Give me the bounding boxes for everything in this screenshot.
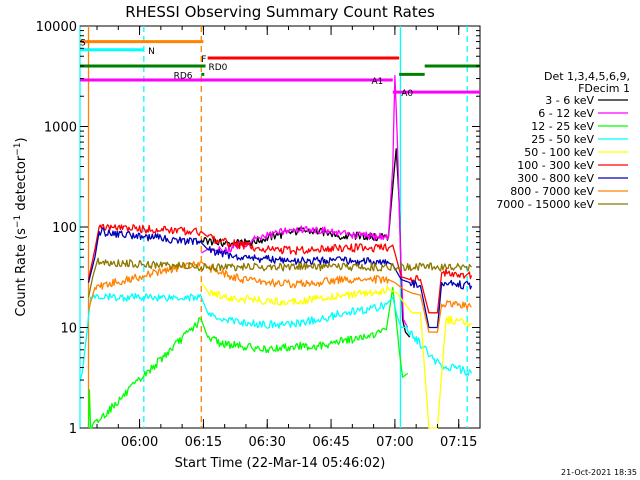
series-lines: [79, 75, 473, 429]
series-line: [87, 224, 473, 314]
legend-header: FDecim 1: [578, 82, 630, 95]
axes: 1 10 100 1000 10000 06:00 06:15 06:30 06:45 07:00…: [36, 20, 481, 450]
x-axis-label: Start Time (22-Mar-14 05:46:02): [175, 456, 386, 471]
legend-label: 12 - 25 keV: [531, 120, 594, 133]
legend-label: 6 - 12 keV: [538, 107, 594, 120]
state-bar-label: RD6: [174, 71, 193, 81]
series-line: [200, 75, 409, 328]
x-tick-label: 07:15: [440, 435, 477, 450]
state-bar-label: S: [80, 39, 86, 49]
series-line: [200, 282, 473, 429]
y-tick-label: 10: [60, 322, 77, 337]
x-tick-label: 06:15: [185, 435, 222, 450]
state-bar-label: F: [201, 55, 206, 65]
legend-label: 100 - 300 keV: [517, 159, 594, 172]
series-line: [87, 257, 472, 298]
series-line: [87, 286, 409, 429]
legend-header: Det 1,3,4,5,6,9,: [544, 70, 630, 83]
legend-label: 7000 - 15000 keV: [496, 198, 594, 211]
chart-title: RHESSI Observing Summary Count Rates: [125, 3, 435, 21]
series-line: [79, 292, 473, 381]
legend-label: 50 - 100 keV: [524, 146, 594, 159]
footer-date: 21-Oct-2021 18:35: [561, 468, 637, 477]
x-tick-label: 06:30: [248, 435, 285, 450]
legend-label: 800 - 7000 keV: [510, 185, 594, 198]
state-bar-label: A1: [371, 77, 383, 87]
legend-label: 25 - 50 keV: [531, 133, 594, 146]
state-bar-label: N: [148, 47, 155, 57]
x-tick-label: 06:45: [312, 435, 349, 450]
series-line: [87, 261, 472, 333]
y-tick-label: 1000: [44, 121, 77, 136]
legend-label: 3 - 6 keV: [545, 94, 594, 107]
y-tick-label: 10000: [36, 20, 77, 35]
series-line: [87, 227, 473, 329]
legend-label: 300 - 800 keV: [517, 172, 594, 185]
vertical-markers: [79, 26, 468, 428]
x-tick-label: 07:00: [376, 435, 413, 450]
state-bar-label: A0: [401, 89, 413, 99]
y-axis-label: Count Rate (s−1 detector−1): [13, 137, 29, 316]
y-tick-label: 1: [69, 422, 77, 437]
state-bar-label: RD0: [209, 63, 228, 73]
y-tick-label: 100: [52, 221, 77, 236]
x-tick-label: 06:00: [121, 435, 158, 450]
